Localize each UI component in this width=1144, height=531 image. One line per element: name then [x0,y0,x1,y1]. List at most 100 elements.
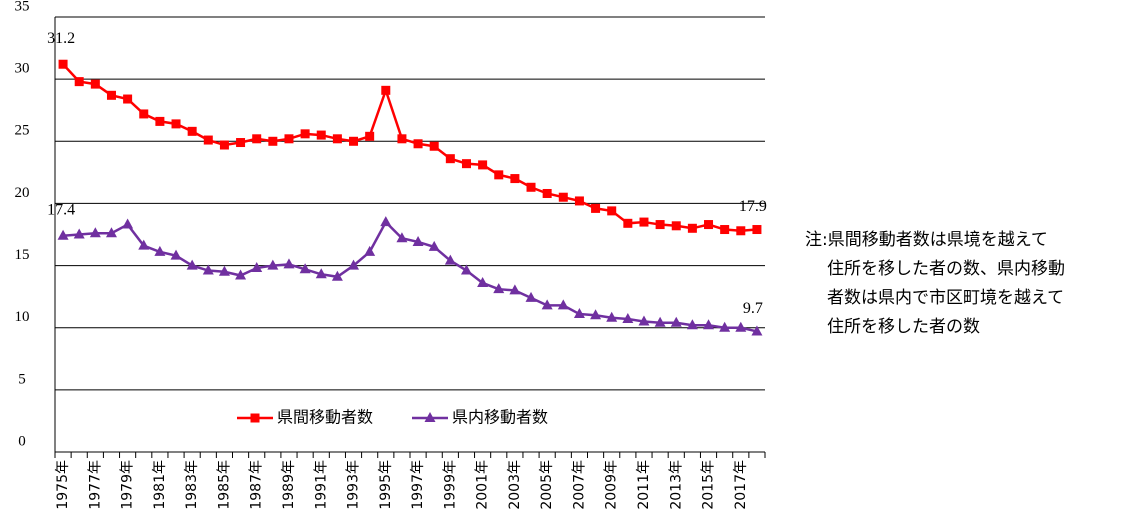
legend-marker [424,412,436,422]
data-point [187,126,197,136]
data-point [493,283,505,294]
series-line [62,220,758,333]
data-point [623,218,633,228]
data-point [170,249,182,260]
data-point [752,225,762,235]
x-tick-label: 1979年 [120,460,136,510]
data-point [412,235,424,246]
data-point [573,308,585,319]
data-point [252,134,262,144]
data-point [396,232,408,243]
data-point [590,309,602,320]
data-point [736,226,746,236]
y-tick-label: 15 [15,247,30,263]
data-point [380,216,392,227]
legend-label: 県間移動者数 [277,408,373,427]
data-point [494,170,504,180]
data-point [349,136,359,146]
data-point [461,159,471,169]
x-tick-label: 1981年 [152,460,168,510]
y-tick-label: 5 [18,371,26,387]
data-point [654,316,666,327]
data-point [364,245,376,256]
data-point [686,319,698,330]
data-point [171,119,181,129]
data-point [332,134,342,144]
data-point [186,259,198,270]
x-tick-label: 1991年 [313,460,329,510]
data-point [90,79,100,89]
data-point [670,316,682,327]
data-point [735,321,747,332]
data-point [445,154,455,164]
data-point [428,240,440,251]
data-point [606,311,618,322]
data-point [299,263,311,274]
data-point [525,291,537,302]
x-tick-label: 2015年 [701,460,717,510]
data-point [510,174,520,184]
data-point [703,319,715,330]
data-point [89,227,101,238]
data-point [413,139,423,149]
data-label: 17.9 [739,198,767,215]
series-line [62,63,758,233]
data-point [557,299,569,310]
data-point [591,203,601,213]
data-point [73,228,85,239]
data-point [203,135,213,145]
data-point [526,182,536,192]
data-point [704,220,714,230]
data-point [719,321,731,332]
y-tick-label: 30 [15,61,30,77]
data-label: 17.4 [47,201,75,218]
x-tick-label: 2007年 [571,460,587,510]
y-tick-label: 35 [15,0,30,14]
data-point [58,59,68,69]
data-point [106,90,116,100]
data-point [219,140,229,150]
data-label: 31.2 [47,30,75,47]
data-point [397,134,407,144]
data-point [139,109,149,119]
data-point [74,77,84,87]
data-point [138,239,150,250]
x-tick-label: 2001年 [475,460,491,510]
x-tick-label: 2013年 [668,460,684,510]
note-line: 住所を移した者の数、県内移動 [827,259,1065,279]
data-point [105,227,117,238]
data-point [671,221,681,231]
data-point [123,94,133,104]
data-point [381,85,391,95]
note-line: 注:県間移動者数は県境を越えて [805,230,1048,250]
data-point [720,225,730,235]
legend-label: 県内移動者数 [452,408,548,427]
x-tick-label: 1987年 [249,460,265,510]
data-point [509,284,521,295]
data-point [429,141,439,151]
data-point [477,276,489,287]
x-tick-label: 1983年 [184,460,200,510]
data-point [283,258,295,269]
data-point [122,218,134,229]
x-tick-label: 1975年 [55,460,71,510]
data-point [267,259,279,270]
data-point [331,270,343,281]
x-tick-label: 1995年 [378,460,394,510]
y-tick-label: 20 [15,185,30,201]
data-point [315,268,327,279]
data-point [348,259,360,270]
data-point [542,188,552,198]
x-tick-label: 2005年 [539,460,555,510]
x-tick-label: 2003年 [507,460,523,510]
data-point [236,138,246,148]
y-tick-label: 0 [18,433,26,449]
data-point [460,264,472,275]
note-line: 者数は県内で市区町境を越えて [827,288,1064,308]
data-point [202,264,214,275]
x-tick-label: 1977年 [87,460,103,510]
data-point [154,245,166,256]
x-tick-label: 2017年 [733,460,749,510]
data-point [541,299,553,310]
